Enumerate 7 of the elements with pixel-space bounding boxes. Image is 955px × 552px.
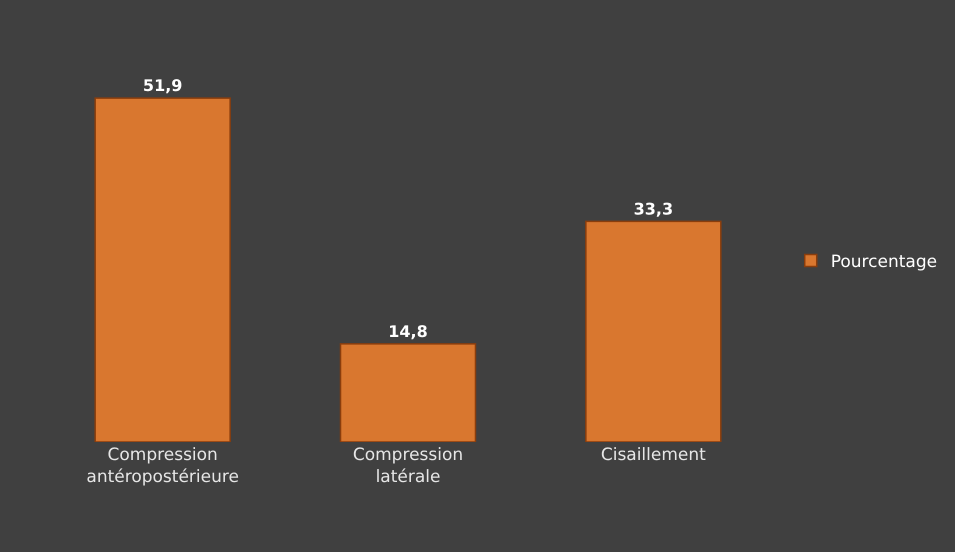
data-label: 14,8 bbox=[388, 322, 428, 341]
data-label: 33,3 bbox=[634, 199, 674, 218]
x-tick-label: Cisaillement bbox=[600, 445, 706, 465]
legend-label: Pourcentage bbox=[830, 252, 938, 272]
x-tick-label: Compression antéropostérieure bbox=[86, 445, 239, 488]
x-tick-label: Compression latérale bbox=[352, 445, 464, 488]
data-label: 51,9 bbox=[142, 76, 182, 96]
